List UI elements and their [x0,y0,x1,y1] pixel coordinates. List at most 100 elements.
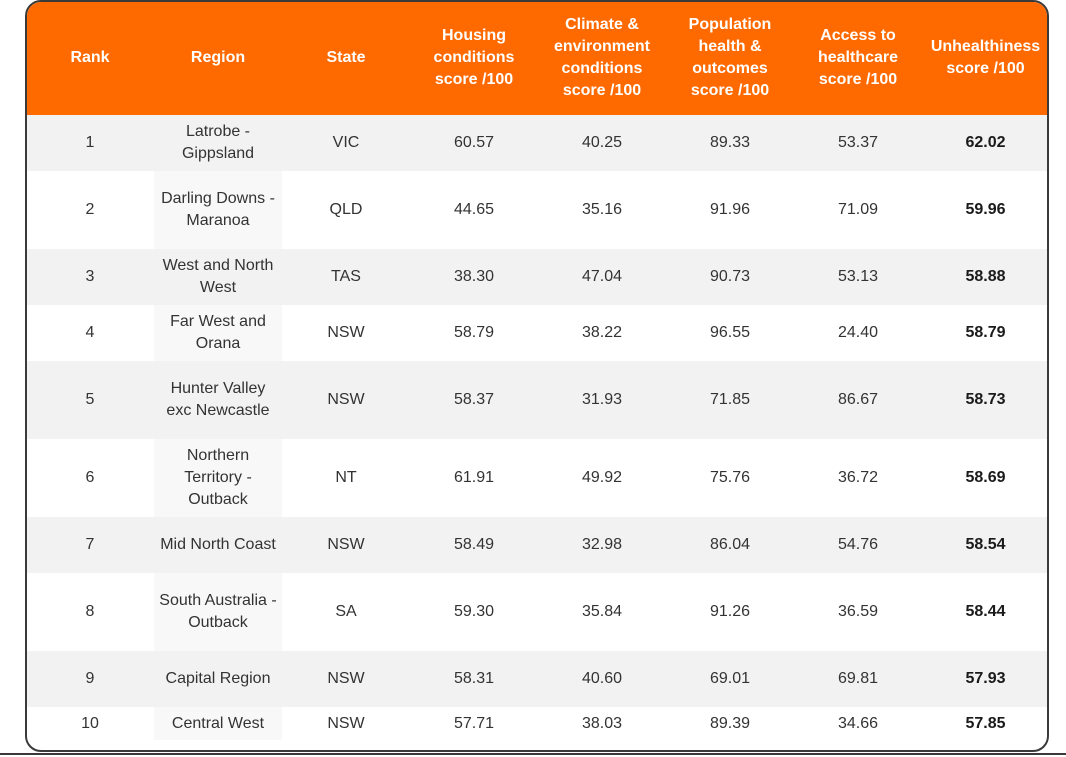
housing-cell: 58.49 [410,517,538,573]
table-row: 1 Latrobe - Gippsland VIC 60.57 40.25 89.33 53… [27,115,1047,171]
unhealthiness-cell: 58.88 [922,249,1047,305]
unhealthiness-cell: 58.54 [922,517,1047,573]
unhealthiness-cell: 58.79 [965,324,1006,341]
housing-cell: 38.30 [410,249,538,305]
healthcare-access-cell: 24.40 [837,324,879,341]
header-healthcare-access[interactable]: Access to healthcare score /100 [794,2,922,115]
population-health-cell: 75.76 [709,469,751,486]
rank-cell: 8 [85,603,95,620]
rank-cell: 5 [27,361,154,439]
region-cell: Northern Territory - Outback [154,439,282,517]
region-cell: Far West and Orana [154,305,282,361]
state-cell: SA [335,603,357,620]
state-cell: NSW [327,714,365,732]
region-cell: South Australia - Outback [154,573,282,651]
region-cell: Hunter Valley exc Newcastle [154,361,282,439]
unhealthiness-ranking-table: Rank Region State Housing conditions sco… [27,2,1047,740]
table-row: 10 Central West NSW 57.71 38.03 89.39 34.66 57.… [27,707,1047,740]
header-climate[interactable]: Climate & environment conditions score /… [538,2,666,115]
header-rank[interactable]: Rank [27,2,154,115]
state-cell: VIC [282,115,410,171]
healthcare-access-cell: 53.13 [794,249,922,305]
climate-cell: 38.03 [581,714,623,732]
healthcare-access-cell: 53.37 [794,115,922,171]
healthcare-access-cell: 54.76 [794,517,922,573]
region-cell: West and North West [154,249,282,305]
healthcare-access-cell: 34.66 [837,714,879,732]
header-population-health[interactable]: Population health & outcomes score /100 [666,2,794,115]
region-cell: Darling Downs - Maranoa [154,171,282,249]
state-cell: TAS [282,249,410,305]
rank-cell: 1 [27,115,154,171]
housing-cell: 58.37 [410,361,538,439]
state-cell: NT [335,469,357,486]
table-row: 8 South Australia - Outback SA 59.30 35.84 91… [27,573,1047,651]
climate-cell: 38.22 [581,324,623,341]
climate-cell: 31.93 [538,361,666,439]
climate-cell: 49.92 [581,469,623,486]
healthcare-access-cell: 86.67 [794,361,922,439]
region-cell: Central West [154,707,282,740]
region-cell: Mid North Coast [154,517,282,573]
housing-cell: 58.31 [410,651,538,707]
rank-cell: 6 [85,469,95,486]
climate-cell: 40.60 [538,651,666,707]
table-row: 4 Far West and Orana NSW 58.79 38.22 96.55 24.… [27,305,1047,361]
unhealthiness-cell: 59.96 [965,201,1006,218]
unhealthiness-cell: 62.02 [922,115,1047,171]
header-unhealthiness[interactable]: Unhealthiness score /100 [922,2,1047,115]
population-health-cell: 96.55 [709,324,751,341]
table-row: 2 Darling Downs - Maranoa QLD 44.65 35.16 91.… [27,171,1047,249]
housing-cell: 57.71 [453,714,495,732]
table-row: 7 Mid North Coast NSW 58.49 32.98 86.04 54.76 5… [27,517,1047,573]
healthcare-access-cell: 36.72 [837,469,879,486]
header-state[interactable]: State [282,2,410,115]
climate-cell: 35.84 [581,603,623,620]
table-row: 3 West and North West TAS 38.30 47.04 90.73 53… [27,249,1047,305]
rank-cell: 9 [27,651,154,707]
rank-cell: 10 [81,714,99,732]
rank-cell: 2 [85,201,95,218]
population-health-cell: 89.39 [709,714,751,732]
unhealthiness-cell: 58.69 [965,469,1006,486]
header-housing[interactable]: Housing conditions score /100 [410,2,538,115]
unhealthiness-cell: 57.93 [922,651,1047,707]
region-cell: Capital Region [154,651,282,707]
state-cell: NSW [282,361,410,439]
header-region[interactable]: Region [154,2,282,115]
population-health-cell: 71.85 [666,361,794,439]
state-cell: QLD [329,201,363,218]
table-header-row: Rank Region State Housing conditions sco… [27,2,1047,115]
table-body: 1 Latrobe - Gippsland VIC 60.57 40.25 89.33 53… [27,115,1047,740]
state-cell: NSW [327,324,365,341]
housing-cell: 59.30 [453,603,495,620]
state-cell: NSW [282,517,410,573]
bottom-divider [0,753,1066,755]
population-health-cell: 91.96 [709,201,751,218]
table-row: 9 Capital Region NSW 58.31 40.60 69.01 69.81 57… [27,651,1047,707]
table-row: 6 Northern Territory - Outback NT 61.91 49.9… [27,439,1047,517]
housing-cell: 60.57 [410,115,538,171]
population-health-cell: 69.01 [666,651,794,707]
unhealthiness-cell: 57.85 [965,714,1006,732]
population-health-cell: 86.04 [666,517,794,573]
climate-cell: 32.98 [538,517,666,573]
population-health-cell: 89.33 [666,115,794,171]
healthcare-access-cell: 71.09 [837,201,879,218]
population-health-cell: 90.73 [666,249,794,305]
climate-cell: 47.04 [538,249,666,305]
unhealthiness-cell: 58.73 [922,361,1047,439]
healthcare-access-cell: 36.59 [837,603,879,620]
population-health-cell: 91.26 [709,603,751,620]
housing-cell: 58.79 [453,324,495,341]
region-cell: Latrobe - Gippsland [154,115,282,171]
housing-cell: 44.65 [453,201,495,218]
table-row: 5 Hunter Valley exc Newcastle NSW 58.37 31.9… [27,361,1047,439]
healthcare-access-cell: 69.81 [794,651,922,707]
climate-cell: 40.25 [538,115,666,171]
state-cell: NSW [282,651,410,707]
rank-cell: 4 [85,324,95,341]
rank-cell: 7 [27,517,154,573]
housing-cell: 61.91 [453,469,495,486]
ranking-table-card: Rank Region State Housing conditions sco… [25,0,1049,752]
